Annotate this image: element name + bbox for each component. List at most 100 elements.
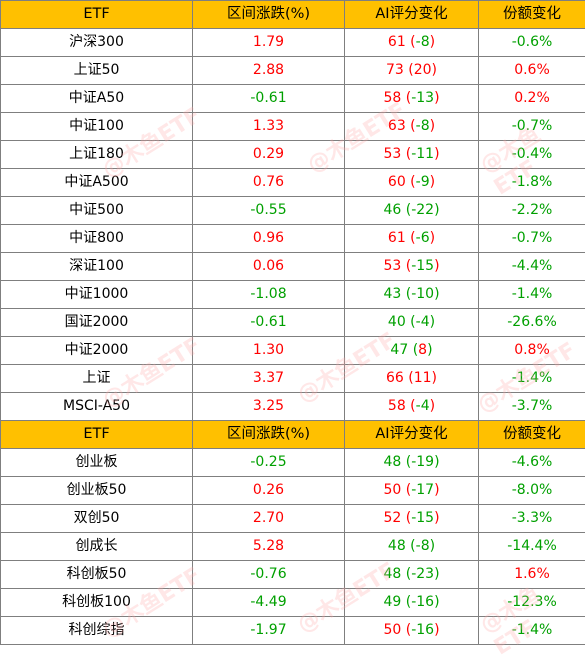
etf-name-cell: 中证800 — [1, 225, 193, 253]
change-cell: 0.96 — [193, 225, 345, 253]
etf-name-cell: 中证A50 — [1, 85, 193, 113]
ai-score-delta: -19 — [411, 454, 434, 470]
ai-score: 40 — [388, 314, 406, 330]
ai-score: 48 — [388, 538, 406, 554]
ai-score-delta: -15 — [411, 258, 434, 274]
column-header: AI评分变化 — [345, 421, 479, 449]
paren: ) — [430, 230, 435, 246]
ai-score-delta: -13 — [411, 90, 434, 106]
paren: ( — [401, 202, 411, 218]
paren: ) — [432, 62, 437, 78]
ai-score: 53 — [383, 258, 401, 274]
share-change-cell: 1.6% — [479, 561, 585, 589]
etf-name-cell: 上证180 — [1, 141, 193, 169]
share-change-cell: -1.8% — [479, 169, 585, 197]
column-header: AI评分变化 — [345, 1, 479, 29]
ai-score-cell: 40 (-4) — [345, 309, 479, 337]
change-cell: -0.76 — [193, 561, 345, 589]
etf-name-cell: 科创板100 — [1, 589, 193, 617]
change-cell: 2.88 — [193, 57, 345, 85]
ai-score-delta: -11 — [411, 146, 434, 162]
change-cell: 2.70 — [193, 505, 345, 533]
etf-name-cell: 国证2000 — [1, 309, 193, 337]
etf-name-cell: 中证2000 — [1, 337, 193, 365]
etf-name-cell: 创业板50 — [1, 477, 193, 505]
paren: ) — [430, 398, 435, 414]
ai-score-cell: 50 (-16) — [345, 617, 479, 645]
ai-score-delta: -16 — [411, 622, 434, 638]
etf-name-cell: 双创50 — [1, 505, 193, 533]
paren: ) — [427, 342, 432, 358]
ai-score: 52 — [383, 510, 401, 526]
share-change-cell: -0.4% — [479, 141, 585, 169]
ai-score: 60 — [388, 174, 406, 190]
ai-score-delta: -16 — [411, 594, 434, 610]
ai-score: 47 — [390, 342, 408, 358]
ai-score-delta: -15 — [411, 510, 434, 526]
share-change-cell: -0.7% — [479, 113, 585, 141]
paren: ( — [406, 174, 416, 190]
change-cell: 5.28 — [193, 533, 345, 561]
ai-score-delta: -8 — [416, 34, 430, 50]
paren: ) — [430, 314, 435, 330]
ai-score: 61 — [388, 34, 406, 50]
paren: ( — [401, 622, 411, 638]
ai-score-cell: 48 (-23) — [345, 561, 479, 589]
paren: ( — [401, 286, 411, 302]
share-change-cell: -1.4% — [479, 617, 585, 645]
change-cell: 3.37 — [193, 365, 345, 393]
column-header: 区间涨跌(%) — [193, 421, 345, 449]
paren: ( — [401, 566, 411, 582]
etf-name-cell: 沪深300 — [1, 29, 193, 57]
paren: ) — [432, 370, 437, 386]
ai-score-delta: -17 — [411, 482, 434, 498]
share-change-cell: -3.7% — [479, 393, 585, 421]
paren: ( — [406, 118, 416, 134]
paren: ( — [404, 62, 414, 78]
etf-name-cell: 创成长 — [1, 533, 193, 561]
etf-name-cell: 中证1000 — [1, 281, 193, 309]
ai-score: 66 — [386, 370, 404, 386]
ai-score-cell: 53 (-15) — [345, 253, 479, 281]
ai-score: 63 — [388, 118, 406, 134]
ai-score: 48 — [383, 454, 401, 470]
paren: ( — [401, 90, 411, 106]
change-cell: 0.76 — [193, 169, 345, 197]
etf-name-cell: 中证A500 — [1, 169, 193, 197]
ai-score-cell: 61 (-8) — [345, 29, 479, 57]
paren: ) — [434, 454, 439, 470]
etf-name-cell: 创业板 — [1, 449, 193, 477]
ai-score-cell: 52 (-15) — [345, 505, 479, 533]
share-change-cell: -26.6% — [479, 309, 585, 337]
ai-score-cell: 58 (-4) — [345, 393, 479, 421]
ai-score-delta: -22 — [411, 202, 434, 218]
column-header: ETF — [1, 421, 193, 449]
paren: ( — [406, 538, 416, 554]
change-cell: -4.49 — [193, 589, 345, 617]
paren: ) — [434, 482, 439, 498]
ai-score: 58 — [383, 90, 401, 106]
ai-score-delta: -6 — [416, 230, 430, 246]
ai-score: 61 — [388, 230, 406, 246]
paren: ) — [434, 594, 439, 610]
paren: ( — [401, 258, 411, 274]
change-cell: 1.79 — [193, 29, 345, 57]
ai-score-delta: -8 — [416, 538, 430, 554]
paren: ( — [401, 482, 411, 498]
ai-score-delta: -9 — [416, 174, 430, 190]
change-cell: 0.29 — [193, 141, 345, 169]
share-change-cell: 0.6% — [479, 57, 585, 85]
